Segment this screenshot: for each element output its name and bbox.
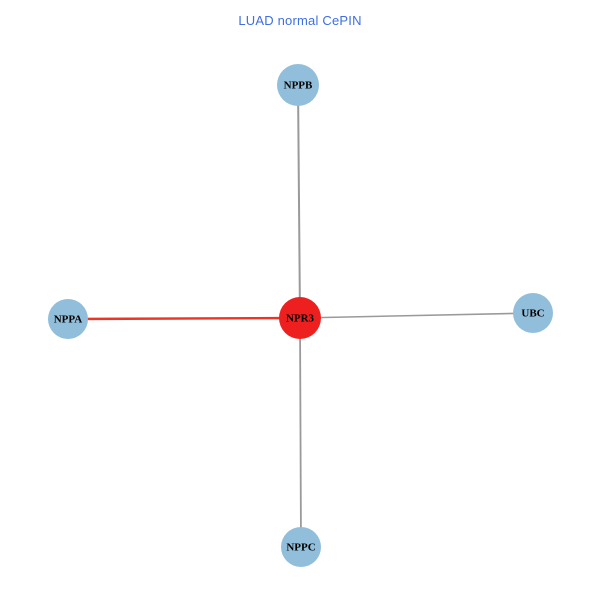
node-circle[interactable] [513,293,553,333]
node-label: NPPC [286,542,315,554]
graph-node-nppb[interactable]: NPPB [277,64,319,106]
node-circle[interactable] [279,297,321,339]
page-title: LUAD normal CePIN [238,13,362,28]
node-layer: NPPB NPPA NPR3 UBC NPPC [48,64,553,567]
graph-edge[interactable] [297,84,301,319]
graph-node-nppa[interactable]: NPPA [48,299,88,339]
graph-node-nppc[interactable]: NPPC [281,527,321,567]
graph-edge[interactable] [67,316,301,321]
node-label: UBC [521,308,544,320]
node-circle[interactable] [281,527,321,567]
node-label: NPR3 [286,313,315,325]
node-label: NPPA [54,314,83,326]
node-circle[interactable] [48,299,88,339]
graph-edge[interactable] [299,317,302,548]
node-label: NPPB [284,80,313,92]
node-circle[interactable] [277,64,319,106]
graph-node-npr3[interactable]: NPR3 [279,297,321,339]
graph-node-ubc[interactable]: UBC [513,293,553,333]
graph-edge[interactable] [299,312,534,319]
edge-layer [67,84,534,548]
